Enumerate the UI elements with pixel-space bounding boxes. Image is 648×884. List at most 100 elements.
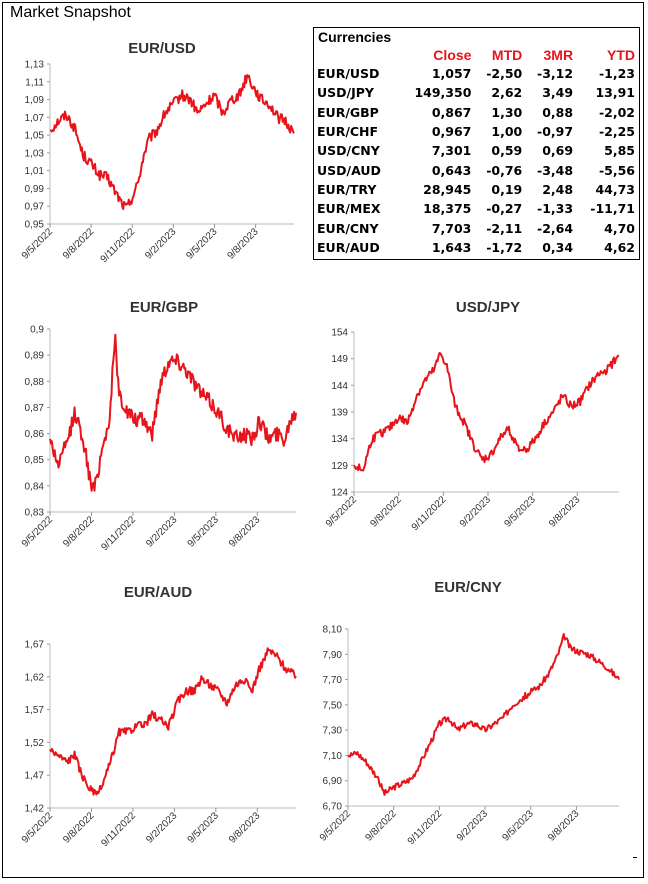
- x-tick-label: 9/8/2023: [546, 808, 582, 844]
- y-tick-label: 134: [331, 434, 348, 445]
- x-tick-label: 9/5/2023: [502, 494, 538, 530]
- table-row: USD/CNY 7,301 0,59 0,69 5,85: [314, 141, 639, 160]
- cell-mtd: -0,76: [486, 162, 523, 178]
- cell-pair: USD/JPY: [317, 85, 374, 101]
- x-tick-label: 9/5/2023: [501, 808, 537, 844]
- table-header-row: Close MTD 3MR YTD: [314, 46, 639, 64]
- x-tick-label: 9/5/2022: [20, 226, 56, 262]
- y-tick-label: 149: [331, 354, 348, 365]
- chart-title: EUR/CNY: [434, 579, 502, 596]
- y-tick-label: 139: [331, 408, 348, 419]
- y-tick-label: 0,88: [25, 377, 45, 388]
- cell-ytd: -2,02: [598, 104, 635, 120]
- header-pair: [314, 46, 398, 64]
- cell-3mr: 3,49: [542, 85, 574, 101]
- series-line: [347, 633, 620, 796]
- table-row: EUR/CNY 7,703 -2,11 -2,64 4,70: [314, 218, 639, 237]
- cell-mtd: -2,50: [486, 66, 523, 82]
- cell-ytd: -5,56: [598, 162, 635, 178]
- y-tick-label: 1,07: [25, 113, 45, 124]
- eurgbp-chart: EUR/GBP 0,83 0,84 0,85 0,86 0,87 0,88 0,89 0,9 9/…: [20, 299, 297, 553]
- y-tick-label: 154: [331, 328, 348, 339]
- cell-pair: USD/AUD: [317, 162, 381, 178]
- cell-close: 0,967: [431, 124, 472, 140]
- cell-3mr: -1,33: [537, 201, 574, 217]
- y-tick-label: 1,03: [25, 148, 45, 159]
- header-3mr: 3MR: [543, 47, 574, 63]
- cell-ytd: 4,70: [604, 220, 635, 236]
- cell-ytd: 44,73: [595, 181, 635, 197]
- cell-pair: EUR/CNY: [317, 220, 379, 236]
- series-line: [49, 74, 295, 211]
- y-tick-label: 1,62: [25, 672, 45, 683]
- y-tick-label: 0,84: [25, 481, 45, 492]
- y-tick-label: 1,11: [25, 77, 44, 88]
- table-row: EUR/TRY 28,945 0,19 2,48 44,73: [314, 180, 639, 199]
- cell-mtd: -2,11: [486, 220, 523, 236]
- y-tick-label: 1,13: [25, 60, 45, 71]
- y-tick-label: 0,99: [25, 184, 45, 195]
- y-tick-label: 0,9: [30, 325, 44, 336]
- y-tick-label: 1,67: [25, 640, 45, 651]
- x-tick-label: 9/8/2022: [61, 810, 97, 846]
- cell-ytd: -2,25: [598, 124, 635, 140]
- x-tick-label: 9/5/2022: [20, 810, 56, 846]
- cell-close: 1,057: [431, 66, 472, 82]
- x-tick-label: 9/5/2023: [186, 810, 222, 846]
- y-tick-label: 1,57: [25, 705, 45, 716]
- cell-close: 1,643: [431, 239, 472, 255]
- header-close: Close: [433, 47, 472, 63]
- table-row: EUR/USD 1,057 -2,50 -3,12 -1,23: [314, 64, 639, 83]
- y-tick-label: 7,90: [323, 650, 343, 661]
- y-tick-label: 124: [331, 488, 348, 499]
- table-row: EUR/AUD 1,643 -1,72 0,34 4,62: [314, 238, 639, 257]
- y-tick-label: 7,70: [323, 675, 343, 686]
- y-tick-label: 1,09: [25, 95, 45, 106]
- series-line: [49, 333, 297, 492]
- x-tick-label: 9/2/2023: [455, 808, 491, 844]
- y-tick-label: 0,85: [25, 455, 45, 466]
- eurusd-chart: EUR/USD 0,95 0,97 0,99 1,01 1,03 1,05 1,07 1,09 1…: [20, 40, 295, 265]
- x-tick-label: 9/5/2023: [186, 514, 222, 550]
- x-tick-label: 9/5/2022: [318, 808, 353, 844]
- chart-title: EUR/USD: [128, 40, 196, 57]
- cell-ytd: 13,91: [595, 85, 635, 101]
- x-tick-label: 9/8/2023: [227, 810, 263, 846]
- cell-close: 149,350: [414, 85, 472, 101]
- chart-title: EUR/AUD: [124, 584, 193, 601]
- x-tick-label: 9/11/2022: [99, 226, 138, 265]
- eurcny-chart: EUR/CNY 6,70 6,90 7,10 7,30 7,50 7,70 7,90 8,10 9…: [318, 579, 620, 847]
- cell-mtd: 0,19: [491, 181, 523, 197]
- cell-close: 0,643: [431, 162, 472, 178]
- cell-mtd: 1,00: [491, 124, 523, 140]
- y-tick-label: 6,70: [323, 802, 343, 813]
- page-edge-tick: [633, 857, 637, 858]
- x-tick-label: 9/8/2022: [61, 226, 97, 262]
- currencies-table: Currencies Close MTD 3MR YTD EUR/USD 1,05…: [313, 27, 640, 260]
- y-tick-label: 0,83: [25, 508, 45, 519]
- x-tick-label: 9/5/2022: [324, 494, 360, 530]
- x-tick-label: 9/2/2023: [144, 810, 180, 846]
- cell-pair: EUR/GBP: [317, 104, 379, 120]
- cell-close: 7,703: [431, 220, 472, 236]
- cell-close: 0,867: [431, 104, 472, 120]
- y-tick-label: 8,10: [323, 625, 343, 636]
- cell-3mr: -3,12: [537, 66, 574, 82]
- cell-ytd: 5,85: [604, 143, 635, 159]
- chart-title: EUR/GBP: [130, 299, 198, 316]
- x-tick-label: 9/2/2023: [144, 514, 180, 550]
- cell-3mr: 0,69: [542, 143, 574, 159]
- y-tick-label: 7,10: [323, 751, 343, 762]
- y-tick-label: 1,47: [25, 771, 45, 782]
- series-line: [353, 351, 620, 472]
- cell-mtd: -1,72: [486, 239, 523, 255]
- chart-title: USD/JPY: [456, 299, 520, 316]
- cell-mtd: -0,27: [486, 201, 523, 217]
- table-row: EUR/GBP 0,867 1,30 0,88 -2,02: [314, 103, 639, 122]
- cell-3mr: 0,88: [542, 104, 574, 120]
- cell-pair: USD/CNY: [317, 143, 380, 159]
- cell-3mr: -2,64: [537, 220, 574, 236]
- cell-3mr: 2,48: [542, 181, 574, 197]
- cell-pair: EUR/TRY: [317, 181, 377, 197]
- page-title: Market Snapshot: [10, 4, 131, 21]
